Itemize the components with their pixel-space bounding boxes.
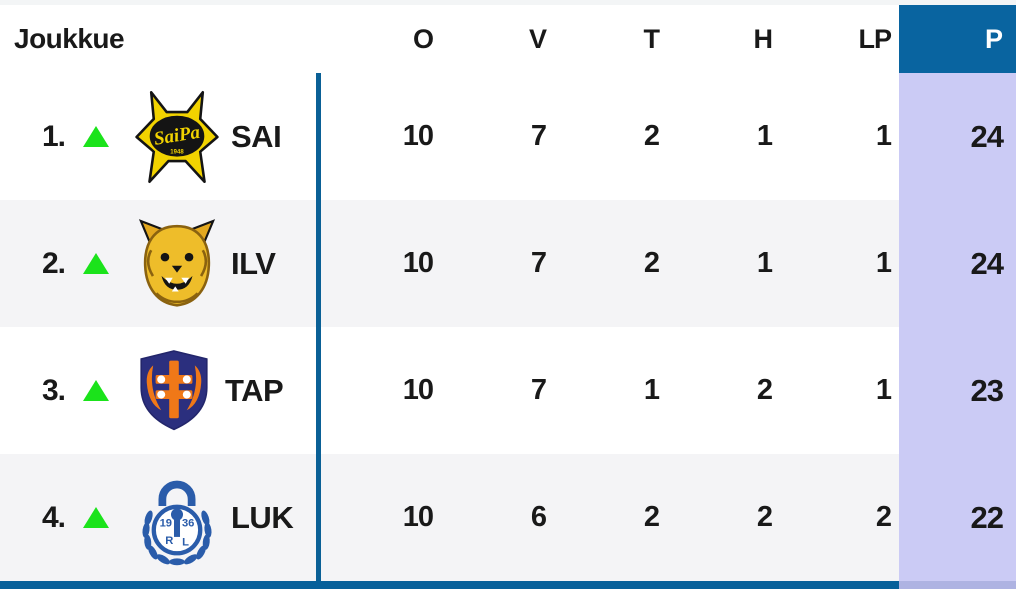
rank-up-icon	[83, 507, 109, 528]
games-value: 10	[402, 247, 434, 279]
table-body: 1. SaiPa 1948 SAI 10 7 2 1 1 24 2.	[0, 73, 1016, 581]
team-abbreviation: SAI	[231, 118, 282, 154]
accent-bottom-bar-points-segment	[899, 581, 1016, 589]
ties-value: 2	[643, 501, 660, 533]
rank-up-icon	[83, 126, 109, 147]
column-header-lp: LP	[858, 23, 892, 54]
wins-value: 7	[530, 374, 547, 406]
table-header-row: Joukkue O V T H LP P	[0, 5, 1016, 73]
lp-value: 1	[875, 247, 892, 279]
column-header-games: O	[412, 23, 434, 54]
lp-value: 2	[875, 501, 892, 533]
losses-value: 2	[756, 501, 773, 533]
points-value: 24	[899, 73, 1016, 200]
rank-label: 2.	[41, 246, 66, 280]
svg-text:36: 36	[182, 517, 194, 529]
team-abbreviation: LUK	[231, 499, 294, 535]
points-value: 23	[899, 327, 1016, 454]
svg-text:L: L	[182, 536, 189, 548]
points-value: 24	[899, 200, 1016, 327]
column-header-points: P	[899, 5, 1016, 73]
rank-label: 4.	[41, 500, 66, 534]
column-header-team: Joukkue	[14, 23, 125, 54]
ties-value: 2	[643, 120, 660, 152]
losses-value: 2	[756, 374, 773, 406]
column-header-ties: T	[643, 23, 660, 54]
games-value: 10	[402, 501, 434, 533]
losses-value: 1	[756, 247, 773, 279]
points-value: 22	[899, 454, 1016, 581]
games-value: 10	[402, 374, 434, 406]
table-row[interactable]: 1. SaiPa 1948 SAI 10 7 2 1 1 24	[0, 73, 1016, 200]
lp-value: 1	[875, 374, 892, 406]
games-value: 10	[402, 120, 434, 152]
saipa-logo: SaiPa 1948	[135, 90, 219, 183]
column-header-losses: H	[753, 23, 773, 54]
accent-vertical-bar	[316, 73, 321, 589]
accent-bottom-bar	[0, 581, 899, 589]
rank-label: 3.	[41, 373, 66, 407]
ties-value: 1	[643, 374, 660, 406]
top-strip	[0, 0, 1016, 5]
table-row[interactable]: 3. TAP 10 7 1 2	[0, 327, 1016, 454]
losses-value: 1	[756, 120, 773, 152]
ilves-logo	[138, 218, 216, 307]
svg-text:19: 19	[160, 517, 172, 529]
lp-value: 1	[875, 120, 892, 152]
column-header-wins: V	[528, 23, 547, 54]
svg-text:1948: 1948	[170, 149, 184, 155]
rank-label: 1.	[41, 119, 66, 153]
wins-value: 7	[530, 120, 547, 152]
svg-text:R: R	[165, 534, 173, 546]
wins-value: 7	[530, 247, 547, 279]
table-row[interactable]: 2. ILV 10 7 2 1	[0, 200, 1016, 327]
wins-value: 6	[530, 501, 547, 533]
ties-value: 2	[643, 247, 660, 279]
tappara-logo	[140, 349, 208, 430]
table-row[interactable]: 4.	[0, 454, 1016, 581]
team-abbreviation: TAP	[225, 372, 284, 408]
rank-up-icon	[83, 380, 109, 401]
rank-up-icon	[83, 253, 109, 274]
lukko-logo: 19 36 R L	[142, 480, 212, 565]
team-abbreviation: ILV	[231, 245, 276, 281]
